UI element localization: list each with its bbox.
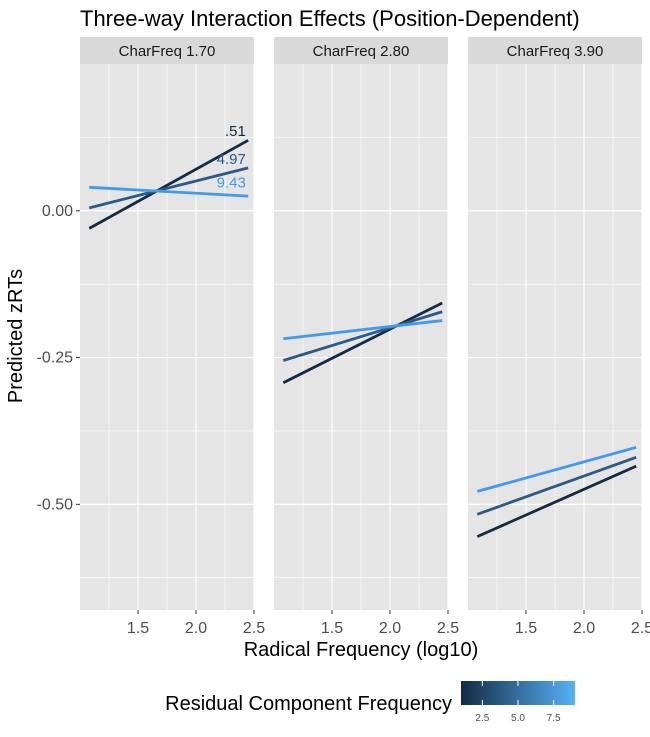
- series-line: [476, 464, 637, 538]
- series-line: [476, 446, 637, 493]
- x-tick-label: 1.5: [321, 620, 343, 637]
- chart-title: Three-way Interaction Effects (Position-…: [80, 6, 580, 31]
- x-tick-label: 2.0: [185, 620, 207, 637]
- series-line: [282, 310, 443, 362]
- x-tick-label: 1.5: [515, 620, 537, 637]
- legend: Residual Component Frequency 2.5 5.0 7.5: [165, 681, 575, 724]
- series-line: [89, 185, 249, 198]
- legend-ticks: 2.5 5.0 7.5: [475, 681, 561, 724]
- facet-strip: [274, 37, 448, 64]
- x-tick-label: 2.5: [437, 620, 459, 637]
- y-tick-label: -0.50: [37, 496, 74, 513]
- x-tick-label: 1.5: [127, 620, 149, 637]
- series-line: [476, 456, 637, 516]
- series-line: [283, 319, 443, 341]
- series-annotation: 4.97: [217, 151, 246, 168]
- y-tick-label: -0.25: [37, 350, 74, 367]
- facet-panel: CharFreq 2.80 1.5 2.0 2.5: [274, 37, 459, 637]
- legend-title: Residual Component Frequency: [165, 693, 452, 715]
- x-tick-label: 2.0: [573, 620, 595, 637]
- y-axis-title: Predicted zRTs: [5, 269, 27, 403]
- legend-tick-label: 5.0: [511, 713, 525, 724]
- facet-panel: CharFreq 1.70 .51 4.97 9.43 1.5 2.0 2.5: [80, 37, 265, 637]
- facet-strip-label: CharFreq 1.70: [119, 43, 216, 60]
- facet-panel: CharFreq 3.90 1.5 2.0 2.5: [468, 37, 650, 637]
- legend-tick-label: 7.5: [547, 713, 561, 724]
- x-tick-label: 2.0: [379, 620, 401, 637]
- series-line: [282, 301, 443, 385]
- legend-tick-label: 2.5: [475, 713, 489, 724]
- facet-panels: 0.00 -0.25 -0.50 CharFreq 1.70 .51 4.97 9.43 1.…: [37, 37, 650, 637]
- series-annotation: .51: [225, 123, 246, 140]
- facet-strip: [468, 37, 642, 64]
- y-axis: 0.00 -0.25 -0.50: [37, 203, 80, 513]
- series-line: [88, 166, 249, 210]
- series-annotation: 9.43: [217, 174, 246, 191]
- facet-strip-label: CharFreq 2.80: [313, 43, 410, 60]
- y-tick-label: 0.00: [42, 203, 73, 220]
- facet-strip: [80, 37, 254, 64]
- x-tick-label: 2.5: [631, 620, 650, 637]
- series-line: [88, 139, 249, 230]
- x-tick-label: 2.5: [243, 620, 265, 637]
- facet-strip-label: CharFreq 3.90: [507, 43, 604, 60]
- x-axis-title: Radical Frequency (log10): [244, 639, 479, 661]
